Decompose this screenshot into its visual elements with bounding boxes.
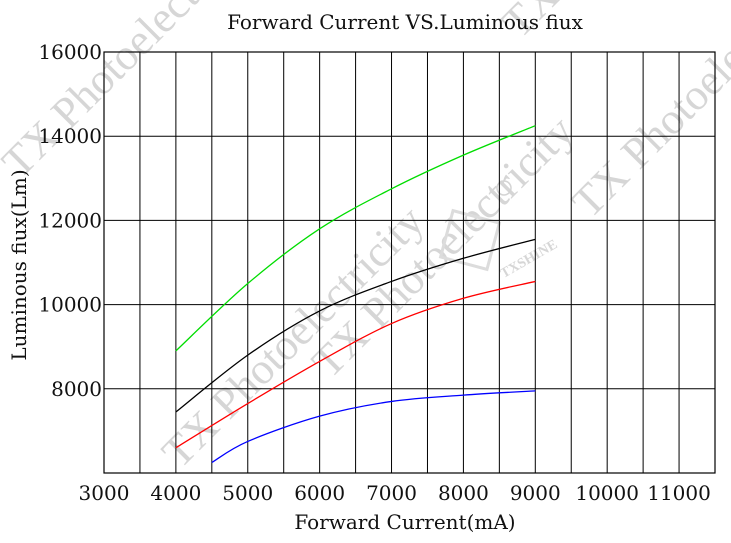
x-tick-label: 7000 (366, 481, 417, 505)
y-tick-label: 14000 (38, 124, 102, 148)
x-tick-labels: 3000 4000 5000 6000 7000 8000 9000 10000 11000 (79, 481, 711, 505)
plot-frame (103, 51, 716, 474)
series-line (211, 390, 536, 464)
series-line (175, 238, 536, 413)
series-line (175, 280, 536, 449)
x-tick-label: 3000 (79, 481, 130, 505)
x-tick-label: 9000 (510, 481, 561, 505)
x-tick-label: 4000 (150, 481, 201, 505)
watermark-text: TX Photoelectricity (562, 0, 731, 227)
x-axis-label: Forward Current(mA) (294, 510, 515, 534)
x-tick-label: 5000 (222, 481, 273, 505)
y-tick-label: 10000 (38, 293, 102, 317)
registered-mark (496, 180, 512, 196)
x-tick-label: 8000 (438, 481, 489, 505)
x-tick-label: 11000 (647, 481, 711, 505)
chart-title: Forward Current VS.Luminous fiux (227, 10, 584, 34)
watermark-brand: TXSHINE (498, 237, 560, 282)
y-tick-labels: 8000 10000 12000 14000 16000 (38, 40, 102, 401)
series-line (175, 125, 536, 352)
y-tick-label: 8000 (51, 377, 102, 401)
series-lines (175, 125, 536, 464)
x-tick-label: 6000 (294, 481, 345, 505)
y-axis-label: Luminous fiux(Lm) (7, 169, 31, 360)
y-tick-label: 16000 (38, 40, 102, 64)
y-tick-label: 12000 (38, 208, 102, 232)
x-tick-label: 10000 (575, 481, 639, 505)
